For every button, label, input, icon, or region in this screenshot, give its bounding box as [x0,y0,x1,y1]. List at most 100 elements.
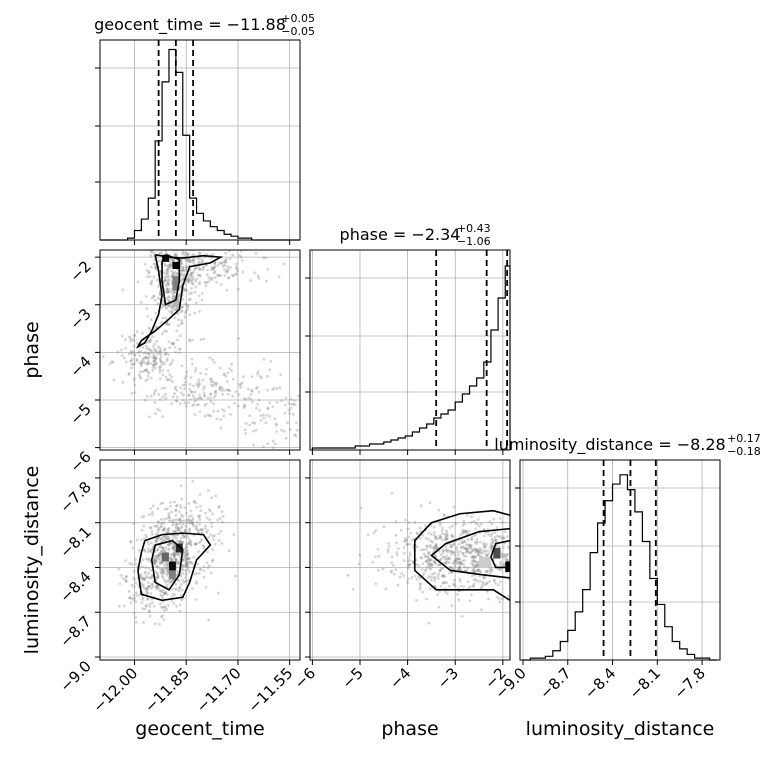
sample-point [483,534,486,538]
sample-point [480,585,484,588]
sample-point [151,504,155,508]
sample-point [132,378,136,382]
sample-point [256,372,260,376]
sample-point [204,524,207,528]
sample-point [155,339,159,343]
sample-point [472,578,476,582]
sample-point [147,270,151,273]
sample-point [111,360,115,364]
sample-point [434,544,438,548]
sample-point [154,559,158,563]
sample-point [477,549,480,553]
sample-point [476,568,480,572]
sample-point [177,528,180,531]
sample-point [131,362,135,366]
sample-point [186,518,190,522]
sample-point [160,574,164,578]
sample-point [445,537,449,541]
sample-point [210,525,214,528]
sample-point [195,520,199,524]
sample-point [427,562,430,565]
sample-point [148,557,151,561]
sample-point [164,316,168,320]
y-tick-label-luminosity_distance-3: −8.1 [56,523,94,561]
sample-point [444,562,448,565]
sample-point [145,368,149,372]
sample-point [488,567,492,571]
sample-point [407,564,411,568]
sample-point [149,541,153,545]
sample-point [493,581,497,585]
sample-point [408,551,412,555]
sample-point [202,569,206,573]
sample-point [482,545,486,548]
sample-point [176,526,180,530]
sample-point [472,585,476,589]
sample-point [190,514,194,518]
sample-point [150,582,154,586]
sample-point [202,385,206,389]
sample-point [151,369,155,372]
panel-geocent_time-phase-frame [99,249,301,451]
sample-point [172,544,176,548]
sample-point [197,530,200,534]
sample-point [153,349,157,353]
sample-point [220,262,224,265]
sample-point [435,537,439,541]
sample-point [198,267,202,271]
sample-point [511,595,514,598]
sample-point [396,547,400,551]
sample-point [160,230,163,233]
sample-point [173,387,177,390]
sample-point [417,564,421,568]
sample-point [158,269,162,273]
sample-point [283,411,287,415]
sample-point [170,510,174,514]
sample-point [448,526,452,529]
sample-point [376,568,380,572]
sample-point [189,519,192,523]
x-tick-label-luminosity_distance-3: −8.1 [626,664,664,702]
sample-point [468,544,472,548]
sample-point [294,421,298,425]
sample-point [190,518,194,522]
sample-point [516,568,519,571]
sample-point [444,548,448,552]
sample-point [148,614,152,618]
sample-point [200,538,204,541]
contour-level-1 [150,539,184,591]
sample-point [418,576,422,580]
sample-point [159,551,163,555]
sample-point [176,236,179,239]
sample-point [191,522,195,525]
sample-point [442,514,446,517]
sample-point [473,560,476,564]
sample-point [486,549,490,553]
sample-point [434,543,438,547]
sample-point [152,560,156,564]
sample-point [127,352,131,356]
sample-point [405,542,409,546]
sample-point [134,558,137,561]
sample-point [476,518,480,522]
sample-point [129,601,133,605]
sample-point [548,584,551,587]
sample-point [159,352,163,356]
sample-point [158,544,162,548]
sample-point [427,558,431,562]
sample-point [174,242,177,245]
sample-point [148,275,152,279]
sample-point [253,421,257,425]
sample-point [163,605,167,609]
sample-point [231,377,235,381]
sample-point [133,376,136,380]
sample-point [512,579,515,582]
sample-point [490,544,493,548]
sample-point [178,285,182,289]
sample-point [449,549,453,553]
title-subscript-luminosity_distance: −0.18 [727,445,760,458]
sample-point [223,260,227,264]
sample-point [179,484,183,488]
density-cell-2 [172,276,180,291]
sample-point [210,496,213,500]
